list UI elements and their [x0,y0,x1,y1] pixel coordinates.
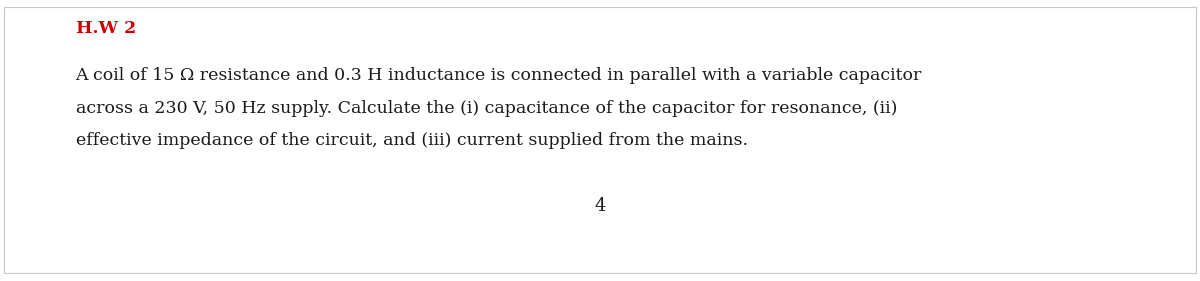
Text: effective impedance of the circuit, and (iii) current supplied from the mains.: effective impedance of the circuit, and … [76,132,748,149]
Text: 4: 4 [594,197,606,215]
Text: A coil of 15 Ω resistance and 0.3 H inductance is connected in parallel with a v: A coil of 15 Ω resistance and 0.3 H indu… [76,67,922,84]
Text: across a 230 V, 50 Hz supply. Calculate the (i) capacitance of the capacitor for: across a 230 V, 50 Hz supply. Calculate … [76,100,896,117]
Text: H.W 2: H.W 2 [76,20,136,37]
FancyBboxPatch shape [4,7,1196,273]
